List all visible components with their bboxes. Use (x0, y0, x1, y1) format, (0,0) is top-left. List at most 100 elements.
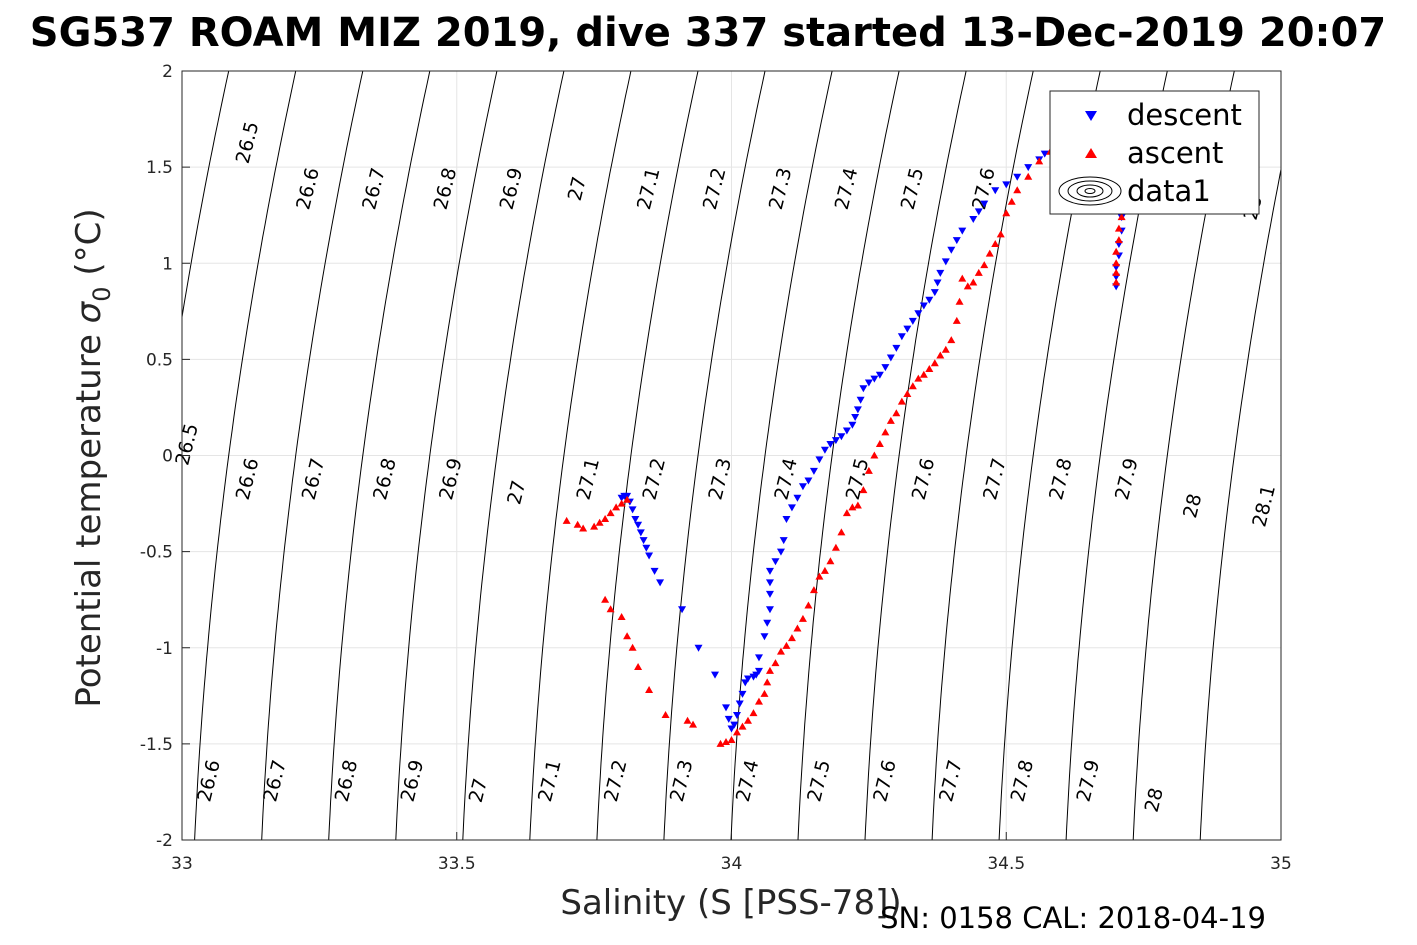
ascent-marker (573, 520, 582, 528)
ascent-marker (1112, 278, 1121, 286)
isopycnal-line (194, 71, 297, 840)
ascent-marker (952, 316, 961, 324)
descent-marker (645, 552, 654, 560)
ascent-marker (793, 624, 802, 632)
ascent-marker (859, 486, 868, 494)
descent-marker (881, 364, 890, 372)
ascent-marker (1117, 213, 1126, 221)
descent-marker (639, 537, 648, 545)
isopycnal-line (1199, 166, 1281, 840)
descent-marker (765, 579, 774, 587)
ascent-marker (601, 595, 610, 603)
descent-marker (919, 302, 928, 310)
isopycnal-line (395, 71, 498, 840)
x-tick-label: 34 (721, 854, 743, 874)
descent-marker (754, 667, 763, 675)
isopycnal-line (182, 71, 230, 321)
ascent-marker (853, 501, 862, 509)
ascent-marker (595, 518, 604, 526)
ascent-marker (601, 514, 610, 522)
ascent-marker (579, 524, 588, 532)
ascent-marker (617, 499, 626, 507)
ascent-marker (831, 543, 840, 551)
legend-descent-label: descent (1127, 98, 1242, 132)
descent-marker (853, 406, 862, 414)
ascent-marker (1112, 247, 1121, 255)
ascent-marker (958, 274, 967, 282)
ascent-marker (842, 509, 851, 517)
isopycnal-line (462, 71, 565, 840)
descent-marker (798, 483, 807, 491)
descent-marker (763, 619, 772, 627)
descent-marker (815, 456, 824, 464)
ascent-marker (628, 643, 637, 651)
ascent-marker (623, 632, 632, 640)
ascent-marker (897, 397, 906, 405)
descent-marker (741, 679, 750, 687)
y-tick-label: -0.5 (140, 543, 173, 563)
descent-marker (974, 208, 983, 216)
legend-descent-marker (1085, 111, 1097, 121)
descent-marker (628, 506, 637, 514)
descent-marker (694, 644, 703, 652)
ascent-marker (864, 466, 873, 474)
ascent-marker (980, 261, 989, 269)
descent-marker (727, 725, 736, 733)
ascent-marker (947, 336, 956, 344)
ascent-marker (732, 728, 741, 736)
ascent-marker (996, 230, 1005, 238)
ascent-marker (1114, 236, 1123, 244)
ascent-marker (798, 614, 807, 622)
ascent-marker (738, 722, 747, 730)
ascent-marker (623, 495, 632, 503)
ascent-marker (661, 711, 670, 719)
ascent-marker (683, 716, 692, 724)
descent-marker (826, 440, 835, 448)
descent-marker (732, 712, 741, 720)
ascent-marker (914, 374, 923, 382)
isopycnal-line (663, 71, 766, 840)
ascent-marker (837, 528, 846, 536)
y-tick-label: 0 (162, 447, 173, 467)
ascent-marker (870, 451, 879, 459)
y-tick-label: 1.5 (146, 158, 173, 178)
descent-marker (656, 579, 665, 587)
descent-marker (925, 296, 934, 304)
descent-marker (724, 715, 733, 723)
ascent-marker (908, 382, 917, 390)
ascent-marker (936, 351, 945, 359)
ascent-marker (760, 689, 769, 697)
descent-marker (859, 385, 868, 393)
descent-marker (941, 258, 950, 266)
descent-marker (779, 537, 788, 545)
ascent-marker (925, 364, 934, 372)
descent-marker (782, 515, 791, 523)
descent-marker (765, 567, 774, 575)
y-tick-label: -1 (156, 639, 173, 659)
descent-marker (636, 529, 645, 537)
descent-marker (804, 477, 813, 485)
isopycnal-line (596, 71, 699, 840)
ascent-marker (1024, 172, 1033, 180)
ascent-marker (985, 249, 994, 257)
ascent-marker (1112, 268, 1121, 276)
descent-marker (848, 421, 857, 429)
descent-marker (765, 590, 774, 598)
ascent-marker (716, 739, 725, 747)
ascent-marker (930, 359, 939, 367)
descent-marker (1013, 173, 1022, 181)
ascent-marker (612, 503, 621, 511)
descent-marker (903, 325, 912, 333)
ascent-marker (590, 522, 599, 530)
legend: descent ascent data1 (1049, 90, 1260, 215)
descent-marker (856, 396, 865, 404)
legend-data1-label: data1 (1127, 174, 1211, 208)
descent-marker (851, 414, 860, 422)
descent-marker (776, 548, 785, 556)
ascent-marker (634, 662, 643, 670)
isopycnal-line (797, 71, 900, 840)
descent-marker (711, 671, 720, 679)
ascent-marker (963, 282, 972, 290)
legend-box (1049, 90, 1260, 215)
ascent-marker (771, 659, 780, 667)
